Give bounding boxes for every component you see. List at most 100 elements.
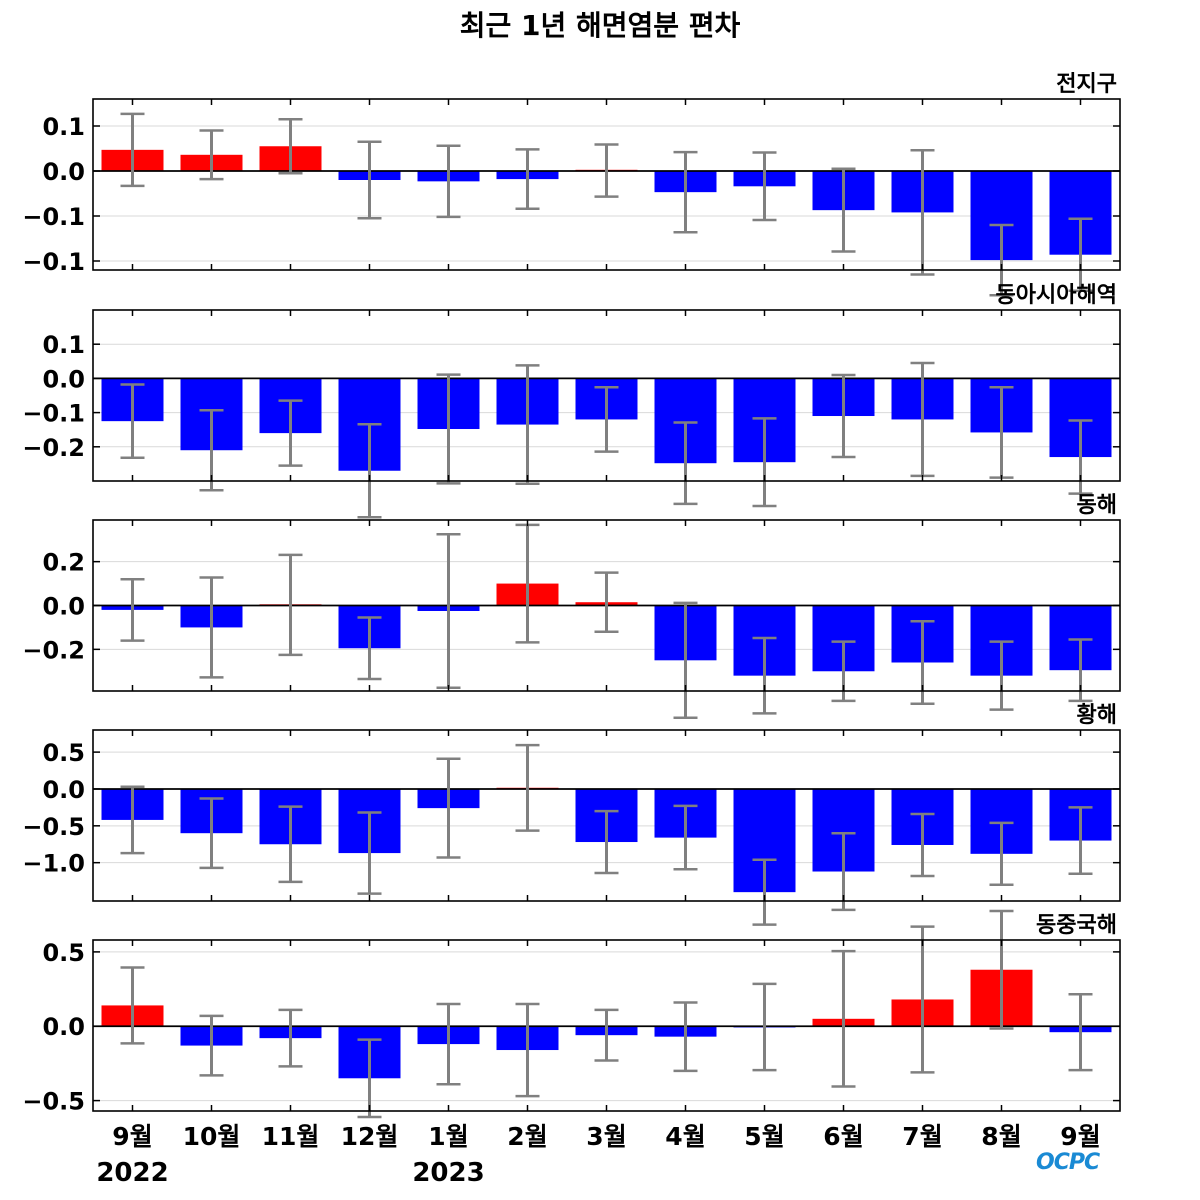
y-tick-label: 0.5 [42, 739, 85, 767]
y-tick-label: 0.5 [42, 939, 85, 967]
error-bar [436, 144, 461, 219]
error-bar [673, 1001, 698, 1073]
ocpc-logo: OCPC [1036, 1150, 1100, 1175]
error-bar [120, 577, 145, 642]
error-bar [436, 373, 461, 485]
error-bar [1068, 806, 1093, 875]
error-bar [199, 129, 224, 181]
error-bar [752, 417, 777, 508]
error-bar [594, 386, 619, 453]
error-bar [594, 1008, 619, 1062]
error-bar [752, 982, 777, 1072]
y-tick-label: 0.0 [42, 593, 85, 621]
region-label: 전지구 [1056, 72, 1117, 97]
error-bar [831, 373, 856, 459]
error-bar [436, 757, 461, 859]
x-tick-label: 5월 [744, 1122, 784, 1151]
x-tick-label: 8월 [981, 1122, 1021, 1151]
error-bar [673, 421, 698, 506]
panel-2: 0.1 0.0 −0.1 −0.2 동아시아해역 [22, 283, 1121, 519]
y-tick-label: −0.2 [22, 636, 85, 664]
x-tick-label: 1월 [428, 1122, 468, 1151]
error-bar [278, 1008, 303, 1068]
x-tick-label: 11월 [262, 1122, 320, 1151]
error-bar [199, 576, 224, 679]
error-bar [120, 112, 145, 188]
error-bar [120, 383, 145, 459]
year-label: 2023 [412, 1158, 484, 1188]
error-bar [357, 1038, 382, 1119]
error-bar [989, 640, 1014, 711]
y-tick-label: −0.1 [22, 248, 85, 276]
error-bar [436, 1002, 461, 1086]
y-tick-label: −0.5 [22, 813, 85, 841]
x-tick-label: 4월 [665, 1122, 705, 1151]
x-tick-label: 7월 [902, 1122, 942, 1151]
error-bar [673, 150, 698, 234]
region-label: 동아시아해역 [996, 283, 1117, 308]
error-bar [1068, 993, 1093, 1072]
error-bar [357, 422, 382, 519]
error-bar [120, 966, 145, 1045]
chart-title: 최근 1년 해면염분 편차 [459, 9, 741, 42]
error-bar [515, 1002, 540, 1098]
panel-4: 0.5 0.0 −0.5 −1.0 황해 [22, 703, 1121, 926]
y-tick-label: 0.1 [42, 113, 85, 141]
x-tick-label: 9월 [112, 1122, 152, 1151]
panel-3: 0.2 0.0 −0.2 동해 [22, 493, 1121, 719]
y-tick-label: −0.1 [22, 400, 85, 428]
error-bar [989, 223, 1014, 297]
y-tick-label: 0.2 [42, 549, 85, 577]
error-bar [752, 151, 777, 222]
error-bar [673, 601, 698, 719]
year-label: 2022 [96, 1158, 168, 1188]
error-bar [515, 148, 540, 211]
error-bar [910, 149, 935, 276]
error-bar [515, 364, 540, 485]
error-bar [278, 118, 303, 175]
error-bar [278, 805, 303, 884]
error-bar [910, 812, 935, 878]
error-bar [594, 809, 619, 875]
error-bar [278, 553, 303, 657]
error-bar [594, 571, 619, 634]
error-bar [910, 925, 935, 1074]
x-tick-label: 12월 [341, 1122, 399, 1151]
error-bar [120, 785, 145, 855]
panel-5: 0.5 0.0 −0.5 동중국해 [22, 909, 1121, 1119]
x-tick-label: 9월 [1060, 1122, 1100, 1151]
y-tick-label: −0.2 [22, 434, 85, 462]
error-bar [199, 1014, 224, 1077]
x-tick-label: 10월 [183, 1122, 241, 1151]
error-bar [752, 636, 777, 715]
region-label: 동중국해 [1036, 913, 1117, 938]
y-tick-label: 0.0 [42, 365, 85, 393]
x-tick-label: 6월 [823, 1122, 863, 1151]
error-bar [989, 909, 1014, 1030]
y-tick-label: 0.1 [42, 331, 85, 359]
region-label: 황해 [1077, 703, 1117, 728]
error-bar [594, 143, 619, 198]
error-bar [357, 811, 382, 895]
error-bar [752, 858, 777, 926]
y-tick-label: −1.0 [22, 850, 85, 878]
error-bar [515, 743, 540, 832]
y-tick-label: 0.0 [42, 1013, 85, 1041]
error-bar [1068, 217, 1093, 292]
error-bar [357, 140, 382, 220]
error-bar [831, 167, 856, 253]
y-tick-label: 0.0 [42, 776, 85, 804]
error-bar [673, 804, 698, 871]
x-tick-label: 3월 [586, 1122, 626, 1151]
panel-1: 0.1 0.0 −0.1 −0.1 전지구 [22, 72, 1121, 297]
error-bar [831, 949, 856, 1088]
y-tick-label: −0.5 [22, 1088, 85, 1116]
error-bar [357, 616, 382, 681]
y-tick-label: −0.1 [22, 203, 85, 231]
error-bar [199, 797, 224, 870]
y-tick-label: 0.0 [42, 158, 85, 186]
error-bar [989, 821, 1014, 887]
error-bar [278, 399, 303, 467]
region-label: 동해 [1077, 493, 1117, 518]
